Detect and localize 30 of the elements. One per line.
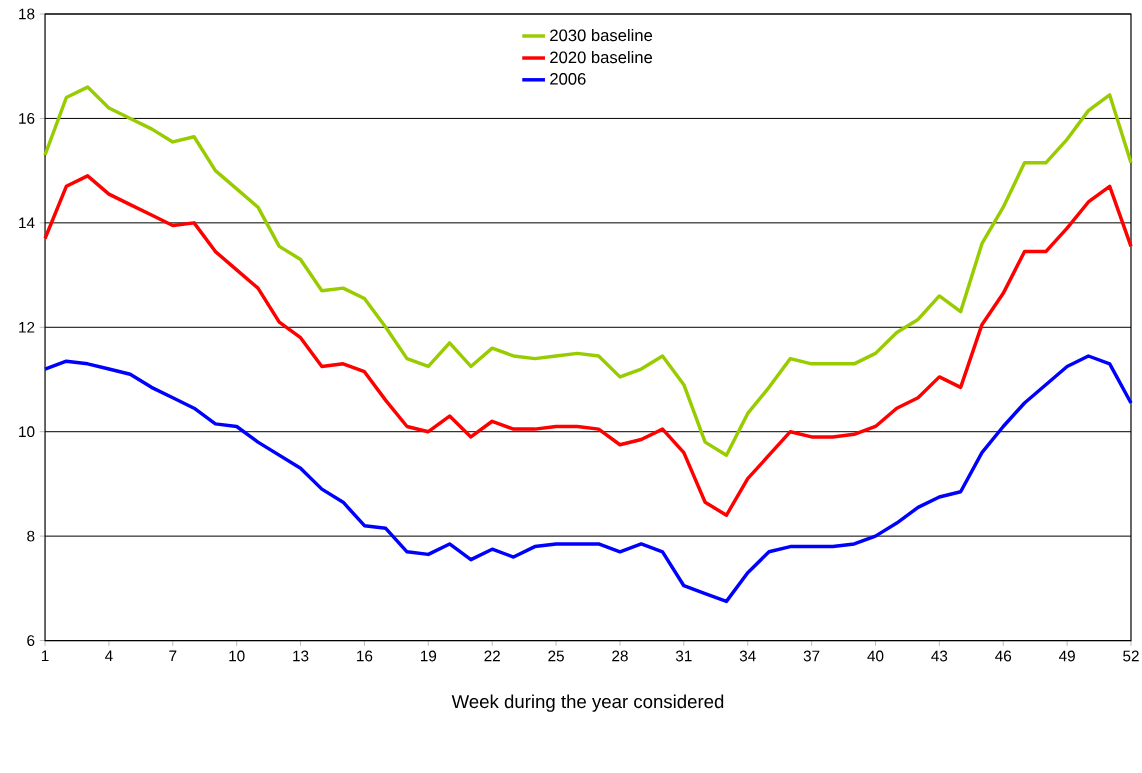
line-series: [43, 174, 1133, 518]
x-tick-label: 19: [420, 650, 437, 662]
x-tick-label: 1: [41, 650, 49, 662]
y-tick-label: 6: [27, 635, 35, 647]
y-tick-label: 12: [19, 322, 35, 333]
y-tick-label: 10: [19, 426, 35, 438]
x-tick-label: 16: [357, 650, 373, 662]
x-tick-label: 43: [931, 650, 948, 662]
y-tick-label: 14: [19, 217, 35, 229]
x-tick-label: 46: [995, 650, 1012, 662]
x-tick-label: 31: [675, 650, 692, 662]
x-tick-label: 25: [548, 650, 564, 662]
x-tick-label: 22: [484, 650, 500, 662]
x-tick-label: 4: [105, 650, 113, 662]
x-tick-label: 34: [739, 650, 756, 662]
x-tick-label: 40: [867, 650, 884, 662]
x-tick-label: 37: [803, 650, 820, 662]
legend-label: 2030 baseline: [550, 29, 653, 42]
legend-label: 2020 baseline: [550, 51, 653, 64]
y-tick-label: 18: [19, 8, 35, 20]
y-tick-label: 8: [27, 530, 35, 542]
x-tick-label: 52: [1123, 650, 1139, 662]
x-tick-label: 49: [1058, 650, 1075, 662]
y-tick-label: 16: [19, 113, 35, 124]
legend-label: 2006: [550, 73, 586, 85]
x-tick-label: 10: [229, 650, 245, 662]
x-tick-label: 13: [293, 650, 309, 662]
x-tick-label: 28: [612, 650, 628, 662]
x-axis-title: Week during the year considered: [451, 694, 724, 712]
x-tick-label: 7: [169, 650, 177, 662]
